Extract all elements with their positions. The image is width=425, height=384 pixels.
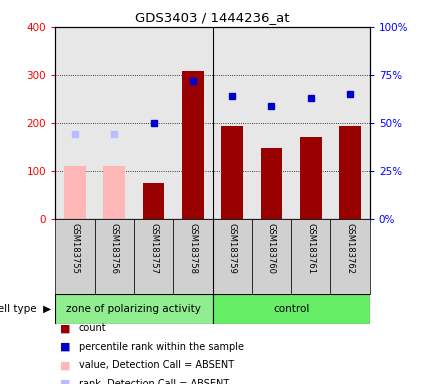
Bar: [221, 126, 243, 219]
Text: zone of polarizing activity: zone of polarizing activity: [66, 304, 201, 314]
Text: count: count: [79, 323, 106, 333]
Text: value, Detection Call = ABSENT: value, Detection Call = ABSENT: [79, 360, 234, 370]
Text: ■: ■: [60, 360, 70, 370]
Text: GSM183756: GSM183756: [110, 223, 119, 274]
Text: GSM183755: GSM183755: [71, 223, 79, 273]
Bar: [291, 219, 331, 294]
Bar: [331, 219, 370, 294]
Bar: [300, 137, 322, 219]
Bar: [55, 219, 94, 294]
Text: GSM183757: GSM183757: [149, 223, 158, 274]
Text: control: control: [273, 304, 309, 314]
Bar: [64, 166, 86, 219]
Bar: [143, 183, 164, 219]
Bar: [173, 27, 212, 219]
Bar: [134, 27, 173, 219]
Bar: [212, 27, 252, 219]
Text: ■: ■: [60, 342, 70, 352]
Bar: [261, 148, 282, 219]
Text: GSM183759: GSM183759: [228, 223, 237, 273]
Bar: [212, 294, 370, 324]
Text: GSM183760: GSM183760: [267, 223, 276, 274]
Text: GSM183758: GSM183758: [188, 223, 197, 274]
Text: ■: ■: [60, 379, 70, 384]
Text: cell type  ▶: cell type ▶: [0, 304, 51, 314]
Bar: [55, 27, 94, 219]
Text: GSM183761: GSM183761: [306, 223, 315, 274]
Text: rank, Detection Call = ABSENT: rank, Detection Call = ABSENT: [79, 379, 229, 384]
Text: percentile rank within the sample: percentile rank within the sample: [79, 342, 244, 352]
Bar: [252, 219, 291, 294]
Text: GSM183762: GSM183762: [346, 223, 354, 274]
Bar: [339, 126, 361, 219]
Bar: [173, 219, 212, 294]
Bar: [94, 27, 134, 219]
Bar: [134, 219, 173, 294]
Bar: [55, 294, 212, 324]
Bar: [103, 166, 125, 219]
Title: GDS3403 / 1444236_at: GDS3403 / 1444236_at: [135, 11, 290, 24]
Bar: [252, 27, 291, 219]
Bar: [212, 219, 252, 294]
Bar: [182, 71, 204, 219]
Bar: [94, 219, 134, 294]
Text: ■: ■: [60, 323, 70, 333]
Bar: [291, 27, 330, 219]
Bar: [330, 27, 370, 219]
